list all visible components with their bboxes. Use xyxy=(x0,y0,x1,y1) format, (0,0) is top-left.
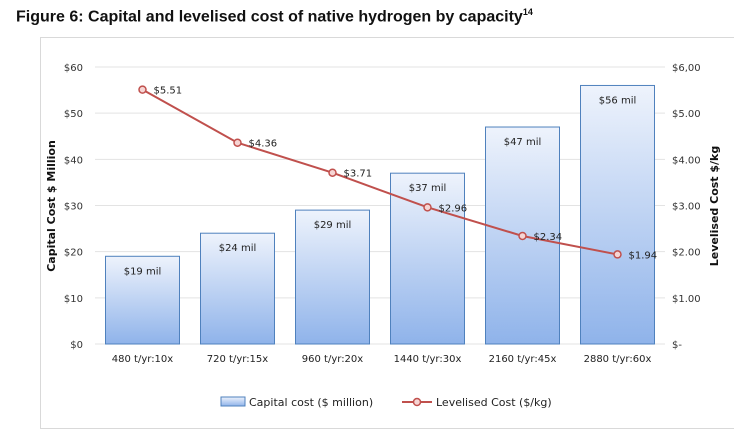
legend-line-label: Levelised Cost ($/kg) xyxy=(436,396,552,409)
line-point xyxy=(328,168,337,177)
y-axis-label-left: Capital Cost $ Million xyxy=(45,140,58,272)
line-label: $3.71 xyxy=(344,169,373,180)
y-tick-left: $20 xyxy=(64,248,83,259)
figure-title: Figure 6: Capital and levelised cost of … xyxy=(16,7,533,26)
line-label: $2.34 xyxy=(534,232,563,243)
bar-label: $56 mil xyxy=(599,95,637,106)
x-tick-label: 2880 t/yr:60x xyxy=(584,354,652,365)
line-point xyxy=(518,231,527,241)
legend-bar-swatch xyxy=(220,396,246,407)
bar xyxy=(390,172,465,345)
bar xyxy=(200,232,275,345)
bar-label: $47 mil xyxy=(504,137,542,148)
line-point xyxy=(233,138,242,147)
line-point xyxy=(423,203,432,212)
bar-label: $19 mil xyxy=(124,266,162,277)
y-tick-left: $50 xyxy=(64,109,83,120)
line-point xyxy=(613,250,622,259)
y-tick-left: $40 xyxy=(64,155,83,166)
line-label: $5.51 xyxy=(154,86,183,97)
bar xyxy=(295,209,370,345)
line-series xyxy=(142,88,618,256)
y-tick-right: $6,00 xyxy=(672,63,701,74)
line-label: $2.96 xyxy=(439,203,468,214)
bar-label: $24 mil xyxy=(219,243,257,254)
bar xyxy=(105,255,180,345)
line-label: $1.94 xyxy=(629,250,658,261)
x-tick-label: 2160 t/yr:45x xyxy=(489,354,557,365)
x-tick-label: 720 t/yr:15x xyxy=(207,354,269,365)
x-tick-label: 1440 t/yr:30x xyxy=(394,354,462,365)
title-footnote: 14 xyxy=(522,7,533,17)
title-text: Figure 6: Capital and levelised cost of … xyxy=(16,8,523,26)
y-tick-left: $30 xyxy=(64,202,83,213)
y-axis-label-right: Levelised Cost $/kg xyxy=(708,146,721,266)
legend-line-marker xyxy=(412,397,422,407)
bar-label: $37 mil xyxy=(409,183,447,194)
line-label: $4.36 xyxy=(249,139,278,150)
y-tick-left: $60 xyxy=(64,63,83,74)
bar-label: $29 mil xyxy=(314,220,352,231)
y-tick-right: $3.00 xyxy=(672,202,701,213)
line-point xyxy=(138,85,147,94)
y-tick-right: $5.00 xyxy=(672,109,701,120)
y-tick-right: $2.00 xyxy=(672,248,701,259)
x-tick-label: 960 t/yr:20x xyxy=(302,354,364,365)
y-tick-right: $1.00 xyxy=(672,294,701,305)
legend-bar-label: Capital cost ($ million) xyxy=(249,396,373,409)
chart-frame xyxy=(40,37,734,429)
y-tick-left: $0 xyxy=(70,340,83,351)
bar xyxy=(580,84,655,345)
y-tick-right: $4.00 xyxy=(672,155,701,166)
y-tick-right: $- xyxy=(672,340,682,351)
x-tick-label: 480 t/yr:10x xyxy=(112,354,174,365)
y-tick-left: $10 xyxy=(64,294,83,305)
